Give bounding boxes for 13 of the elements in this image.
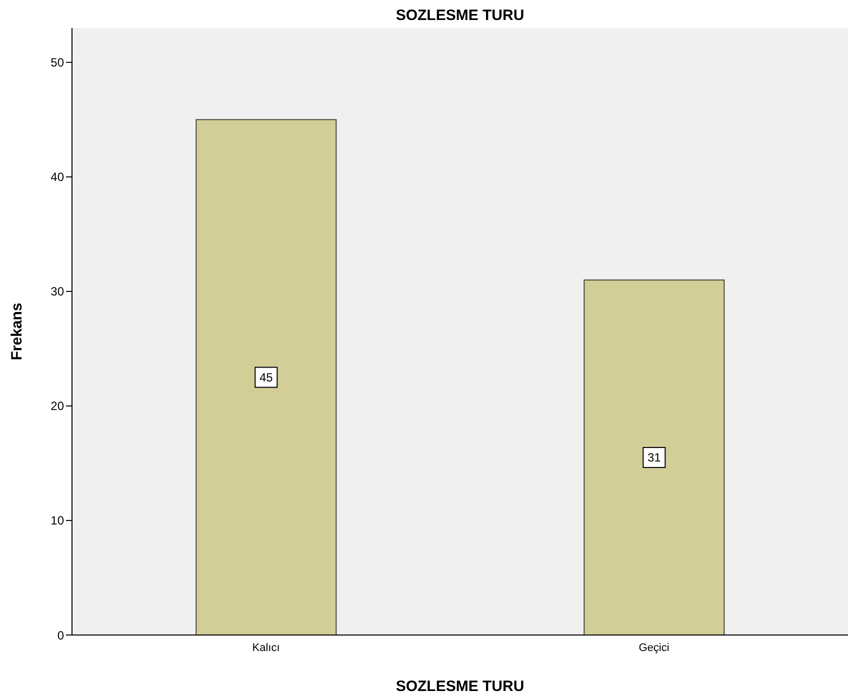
y-tick-label: 30 <box>50 284 64 299</box>
x-axis-title: SOZLESME TURU <box>396 678 524 695</box>
y-tick-label: 10 <box>50 514 64 528</box>
data-label: 31 <box>647 450 662 464</box>
y-tick-label: 0 <box>57 628 64 642</box>
y-tick-label: 50 <box>50 56 64 70</box>
data-label: 45 <box>259 370 274 384</box>
x-tick-label: Kalıcı <box>252 642 280 654</box>
y-tick-label: 40 <box>50 170 64 184</box>
y-axis-title: Frekans <box>8 302 26 360</box>
chart-title: SOZLESME TURU <box>394 7 526 26</box>
y-tick-label: 20 <box>50 399 64 414</box>
x-tick-label: Geçici <box>638 642 670 654</box>
